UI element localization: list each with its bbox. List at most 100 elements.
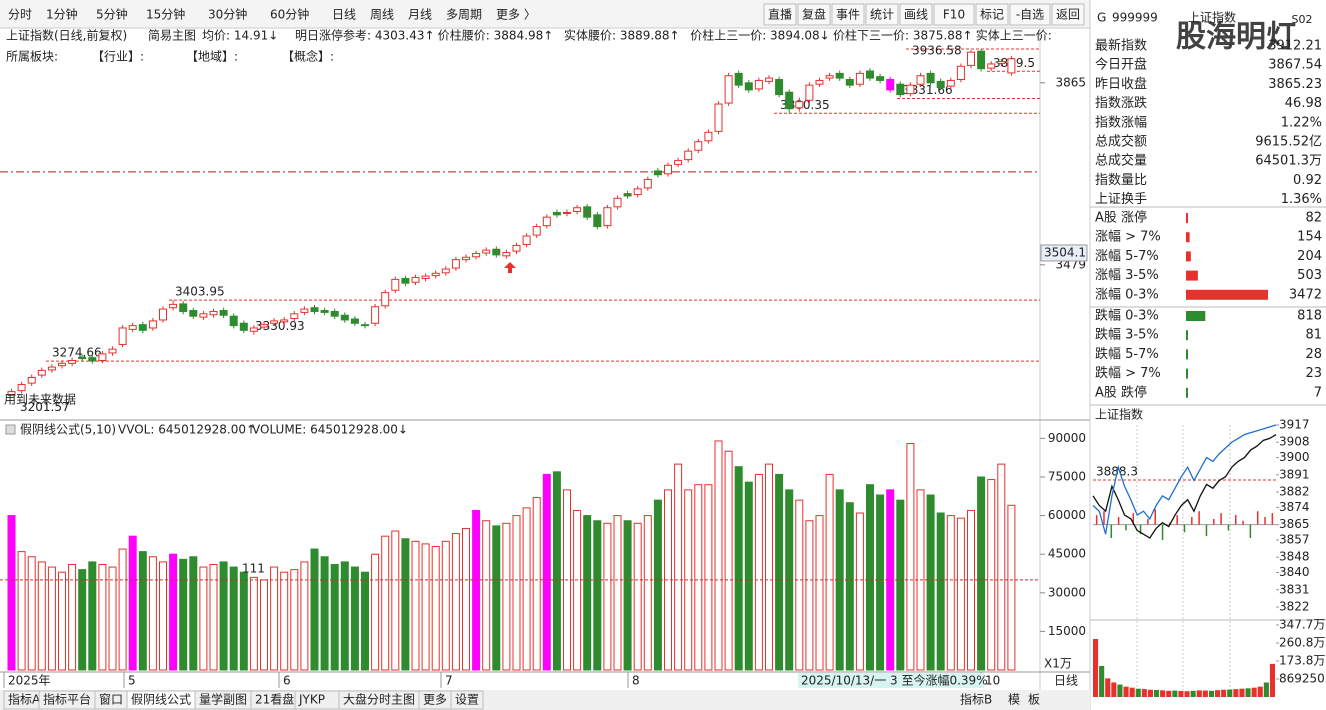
tab-label[interactable]: 窗口 xyxy=(99,693,123,707)
distribution-count: 82 xyxy=(1305,211,1322,226)
distribution-label: 跌幅 0-3% xyxy=(1095,308,1159,324)
candle-body xyxy=(845,79,854,86)
volume-bar xyxy=(956,517,965,671)
candle-body xyxy=(734,72,743,86)
tab-label[interactable]: 量学副图 xyxy=(199,692,247,707)
distribution-count: 7 xyxy=(1314,385,1322,400)
volume-bar xyxy=(855,512,864,671)
volume-bar xyxy=(1007,504,1016,671)
toolbar-button-label[interactable]: 直播 xyxy=(768,8,792,22)
candle-body xyxy=(148,320,157,329)
tab-label[interactable]: 大盘分时主图 xyxy=(343,692,415,707)
distribution-bar xyxy=(1186,232,1190,243)
volume-bar xyxy=(613,515,622,671)
period: 日线 xyxy=(1054,674,1078,688)
info-item: 价柱腰价: 3884.98↑ xyxy=(438,28,554,43)
toolbar-button-label[interactable]: 返回 xyxy=(1056,8,1080,22)
toolbar-button-label[interactable]: 复盘 xyxy=(802,7,826,22)
distribution-count: 81 xyxy=(1305,328,1322,343)
candle-body xyxy=(997,61,1006,64)
volume-bar xyxy=(411,540,420,671)
toolbar-tab[interactable]: 多周期 xyxy=(446,8,482,22)
mini-y-tick-label: 3891 xyxy=(1279,467,1310,481)
mini-volume-bar xyxy=(1178,690,1184,697)
toolbar-tab[interactable]: 日线 xyxy=(332,8,356,22)
toolbar-tab[interactable]: 周线 xyxy=(370,8,394,22)
candle-body xyxy=(815,79,824,85)
toolbar-tab[interactable]: 30分钟 xyxy=(208,7,247,22)
chart-name: 上证指数(日线,前复权) xyxy=(6,28,127,43)
volume-bar xyxy=(300,561,309,671)
tab-label[interactable]: 指标B xyxy=(960,692,992,707)
signal-arrow xyxy=(504,262,516,273)
mini-y-tick-label: 3865 xyxy=(1279,517,1310,531)
volume-bar xyxy=(805,520,814,671)
candle-body xyxy=(977,50,986,70)
candle-body xyxy=(169,303,178,309)
candle-body xyxy=(926,72,935,84)
volume-bar xyxy=(714,440,723,671)
toolbar-tab[interactable]: 60分钟 xyxy=(270,7,309,22)
candle-body xyxy=(58,362,66,367)
candle-body xyxy=(775,79,784,96)
tab-label[interactable]: 指标A xyxy=(8,692,41,707)
toolbar-button-label[interactable]: F10 xyxy=(943,8,965,22)
volume-bar xyxy=(290,569,299,671)
toolbar-button-label[interactable]: 画线 xyxy=(904,8,928,22)
toolbar-button-label[interactable]: 标记 xyxy=(980,8,1004,22)
mini-volume-bar xyxy=(1166,690,1172,697)
volume-bar xyxy=(765,463,773,671)
toolbar-tab[interactable]: 1分钟 xyxy=(46,7,78,22)
distribution-label: 涨幅 > 7% xyxy=(1095,230,1161,245)
market-icon: G xyxy=(1097,11,1106,25)
candle-body xyxy=(896,83,905,96)
distribution-bar xyxy=(1186,213,1188,223)
mini-volume-bar xyxy=(1123,686,1129,697)
mini-volume-bar xyxy=(1147,689,1153,697)
candle-body xyxy=(603,207,612,227)
toolbar-button-label[interactable]: 事件 xyxy=(836,8,860,22)
tab-label[interactable]: 假阴线公式 xyxy=(131,693,191,707)
volume-bar xyxy=(653,499,662,671)
tab-label[interactable]: 21看盘 xyxy=(255,692,294,707)
y-tick-label: 15000 xyxy=(1048,624,1086,638)
mini-v-tick-label: 260.8万 xyxy=(1279,635,1325,649)
mini-y-tick-label: 3857 xyxy=(1279,532,1310,546)
status: 2025/10/13/一 3 至今涨幅0.39% xyxy=(801,673,988,688)
tab-label[interactable]: 指标平台 xyxy=(43,692,91,707)
tab-label[interactable]: 模 xyxy=(1008,693,1020,707)
tab-label[interactable]: 设置 xyxy=(455,693,479,707)
distribution-count: 503 xyxy=(1297,268,1322,283)
volume-bar xyxy=(7,515,16,671)
toolbar-button-label[interactable]: -自选 xyxy=(1016,8,1044,22)
volume-bar xyxy=(401,538,410,671)
toolbar-tab[interactable]: 月线 xyxy=(408,8,432,22)
toolbar-tab[interactable]: 5分钟 xyxy=(96,7,128,22)
mini-volume-bar xyxy=(1196,690,1202,697)
volume-bar xyxy=(421,543,430,671)
toolbar-tab[interactable]: 15分钟 xyxy=(146,7,185,22)
volume-bar xyxy=(340,561,349,671)
candle-body xyxy=(492,248,501,256)
volume-bar xyxy=(866,484,874,671)
candle-body xyxy=(320,310,329,313)
info-item: 价柱上三一价: 3894.08↓ xyxy=(690,28,830,43)
mini-volume-bar xyxy=(1154,689,1160,697)
candle-body xyxy=(229,315,238,327)
mini-volume-bar xyxy=(1233,689,1239,697)
candle-body xyxy=(199,313,208,318)
volume-bar xyxy=(371,553,380,671)
toolbar-tab[interactable]: 分时 xyxy=(8,8,32,22)
toolbar-tab[interactable]: 更多 〉 xyxy=(496,8,536,22)
tab-label[interactable]: JYKP xyxy=(298,693,325,707)
tab-label[interactable]: 更多 xyxy=(423,693,447,707)
candle-body xyxy=(724,75,733,104)
y-tick-label: 75000 xyxy=(1048,469,1086,483)
mini-v-tick-label: 173.8万 xyxy=(1279,654,1325,668)
sector-label: 【地域】: xyxy=(186,50,238,64)
distribution-label: 涨幅 5-7% xyxy=(1095,249,1159,264)
toolbar-button-label[interactable]: 统计 xyxy=(870,8,894,22)
tab-label[interactable]: 板 xyxy=(1028,693,1040,707)
candle-body xyxy=(835,72,844,79)
